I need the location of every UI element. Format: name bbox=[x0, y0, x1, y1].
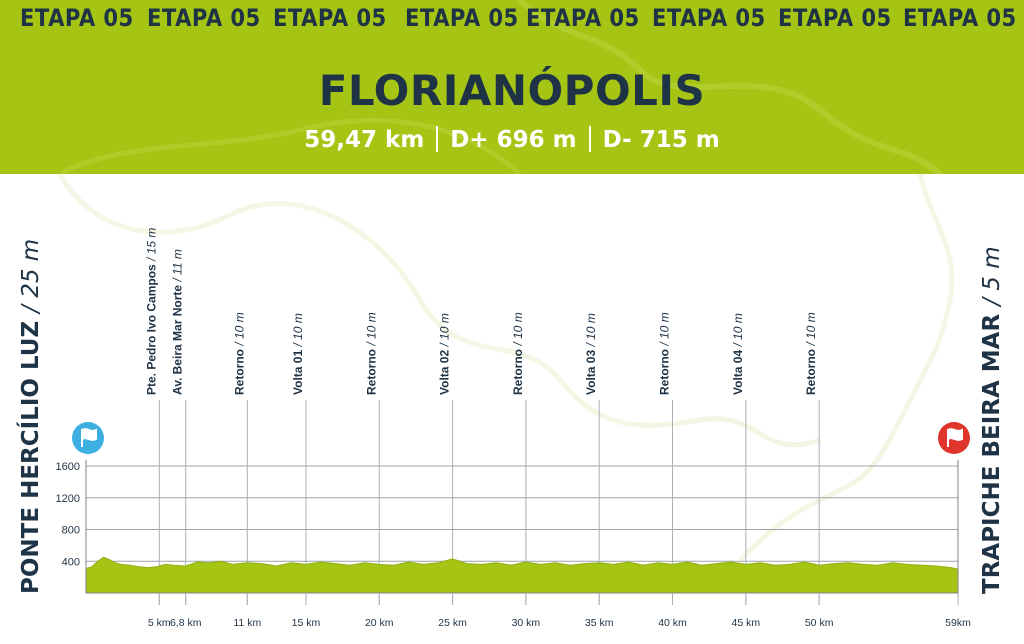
waypoint-label: Pte. Pedro Ivo Campos / 15 m bbox=[144, 228, 158, 395]
waypoint-name: Retorno bbox=[364, 346, 378, 395]
x-tick-label: 25 km bbox=[438, 617, 467, 629]
waypoint-elevation: / 10 m bbox=[232, 312, 246, 346]
waypoint-name: Volta 03 bbox=[584, 347, 598, 395]
axes bbox=[85, 460, 959, 594]
y-tick-label: 800 bbox=[62, 525, 80, 537]
waypoint-label: Retorno / 10 m bbox=[232, 312, 246, 395]
waypoint-name: Volta 02 bbox=[438, 347, 452, 395]
stage-label: ETAPA 05 bbox=[20, 4, 134, 32]
y-gridlines bbox=[86, 465, 958, 562]
y-tick-label: 400 bbox=[62, 556, 80, 568]
waypoint-label: Retorno / 10 m bbox=[364, 312, 378, 395]
waypoint-label: Retorno / 10 m bbox=[658, 312, 672, 395]
x-tick-label: 59km bbox=[945, 617, 971, 629]
distance-value: 59,47 km bbox=[304, 127, 425, 153]
x-tick-labels: 5 km 6,8 km 11 km 15 km 20 km 25 km 30 km 35 km… bbox=[148, 593, 971, 629]
waypoint-elevation: / 10 m bbox=[438, 313, 452, 347]
waypoint-label: Volta 03 / 10 m bbox=[584, 313, 598, 395]
waypoint-name: Retorno bbox=[804, 346, 818, 395]
waypoint-label: Av. Beira Mar Norte / 11 m bbox=[171, 249, 185, 395]
waypoint-name: Retorno bbox=[511, 346, 525, 395]
waypoint-name: Pte. Pedro Ivo Campos bbox=[144, 261, 158, 395]
elevation-area bbox=[85, 556, 959, 594]
x-tick-label: 15 km bbox=[292, 617, 321, 629]
waypoint-name: Volta 01 bbox=[291, 347, 305, 395]
waypoint-name: Retorno bbox=[658, 346, 672, 395]
waypoint-labels: Pte. Pedro Ivo Campos / 15 m Av. Beira Ma… bbox=[144, 228, 818, 395]
waypoint-elevation: / 11 m bbox=[171, 249, 185, 282]
x-tick-label: 50 km bbox=[805, 617, 834, 629]
stage-label: ETAPA 05 bbox=[147, 4, 261, 32]
divider bbox=[436, 126, 439, 152]
x-tick-label: 30 km bbox=[512, 617, 541, 629]
y-tick-labels: 400 800 1200 1600 bbox=[56, 461, 80, 568]
x-tick-label: 35 km bbox=[585, 617, 614, 629]
elevation-loss: D- 715 m bbox=[602, 127, 720, 153]
y-tick-label: 1200 bbox=[56, 493, 80, 505]
x-tick-label: 20 km bbox=[365, 617, 394, 629]
waypoint-elevation: / 10 m bbox=[804, 312, 818, 346]
x-tick-label: 6,8 km bbox=[170, 617, 202, 629]
stage-label: ETAPA 05 bbox=[405, 4, 519, 32]
waypoint-label: Retorno / 10 m bbox=[804, 312, 818, 395]
stage-strip: ETAPA 05 ETAPA 05 ETAPA 05 ETAPA 05 ETAP… bbox=[0, 4, 1024, 38]
waypoint-name: Volta 04 bbox=[731, 347, 745, 395]
map-watermark bbox=[57, 172, 955, 562]
waypoint-label: Volta 02 / 10 m bbox=[438, 313, 452, 395]
elevation-gain: D+ 696 m bbox=[450, 127, 577, 153]
y-tick-label: 1600 bbox=[56, 461, 80, 473]
waypoint-elevation: / 10 m bbox=[364, 312, 378, 346]
x-tick-label: 11 km bbox=[233, 617, 261, 629]
waypoint-label: Volta 04 / 10 m bbox=[731, 313, 745, 395]
finish-flag-icon bbox=[938, 422, 970, 454]
waypoint-elevation: / 10 m bbox=[658, 312, 672, 346]
header-banner: ETAPA 05 ETAPA 05 ETAPA 05 ETAPA 05 ETAP… bbox=[0, 0, 1024, 174]
stage-label: ETAPA 05 bbox=[273, 4, 387, 32]
stage-label: ETAPA 05 bbox=[903, 4, 1017, 32]
start-flag-icon bbox=[72, 422, 104, 454]
stage-label: ETAPA 05 bbox=[778, 4, 892, 32]
waypoint-name: Retorno bbox=[232, 346, 246, 395]
waypoint-name: Av. Beira Mar Norte bbox=[171, 282, 185, 395]
stage-stats: 59,47 km D+ 696 m D- 715 m bbox=[0, 126, 1024, 153]
x-tick-label: 40 km bbox=[658, 617, 687, 629]
page-title: FLORIANÓPOLIS bbox=[318, 66, 706, 115]
waypoint-label: Retorno / 10 m bbox=[511, 312, 525, 395]
waypoint-elevation: / 15 m bbox=[144, 228, 158, 262]
map-watermark bbox=[58, 0, 943, 174]
x-tick-label: 5 km bbox=[148, 617, 171, 629]
divider bbox=[588, 126, 591, 152]
x-tick-label: 45 km bbox=[732, 617, 761, 629]
waypoint-label: Volta 01 / 10 m bbox=[291, 313, 305, 395]
waypoint-elevation: / 10 m bbox=[584, 313, 598, 347]
waypoint-elevation: / 10 m bbox=[291, 313, 305, 347]
stage-label: ETAPA 05 bbox=[652, 4, 766, 32]
stage-label: ETAPA 05 bbox=[526, 4, 640, 32]
waypoint-elevation: / 10 m bbox=[511, 312, 525, 346]
waypoint-elevation: / 10 m bbox=[731, 313, 745, 347]
